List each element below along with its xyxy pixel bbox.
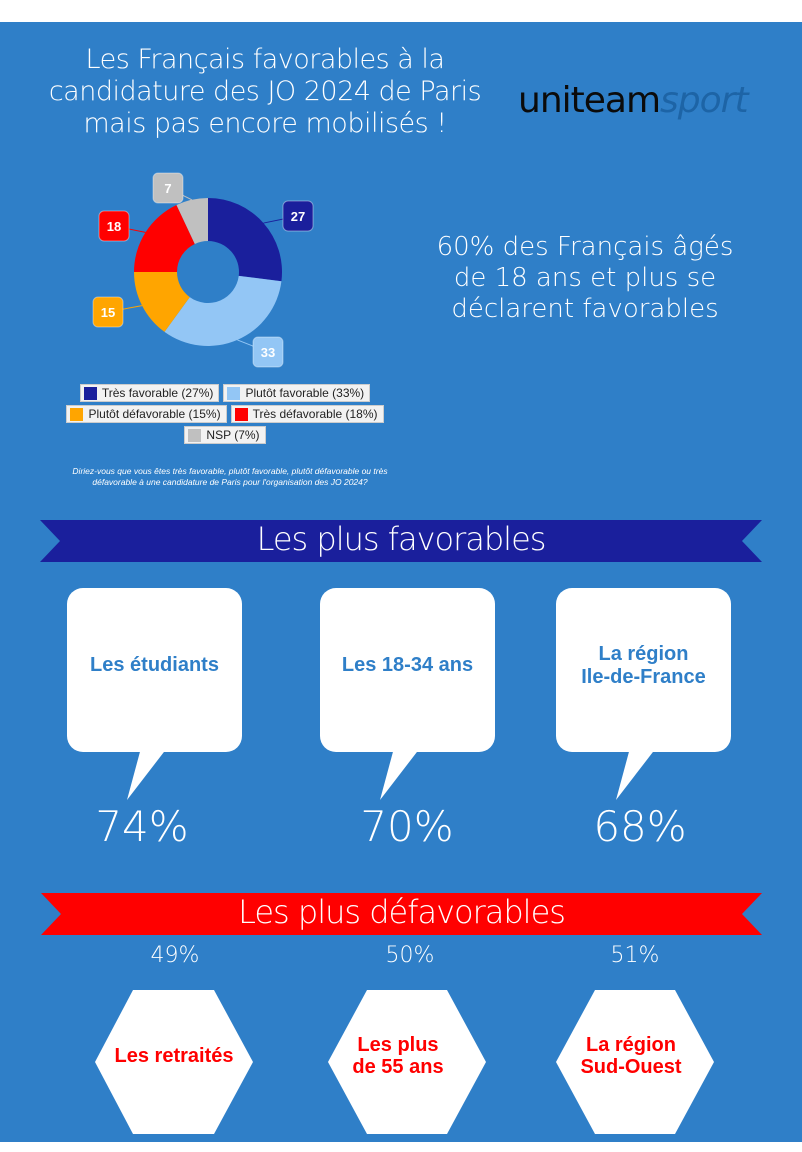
bubble-label: Les 18-34 ans (341, 654, 474, 676)
legend-item: Plutôt défavorable (15%) (66, 405, 227, 423)
speech-bubble (320, 588, 495, 800)
chart-legend: Très favorable (27%) Plutôt favorable (3… (40, 384, 410, 447)
hexagon-label: La région Sud-Ouest (580, 1034, 682, 1078)
page-title: Les Français favorables à la candidature… (30, 44, 500, 140)
hexagon (328, 990, 486, 1134)
hexagon-label: Les plus de 55 ans (352, 1034, 444, 1078)
legend-label: NSP (7%) (206, 428, 260, 442)
legend-label: Plutôt défavorable (15%) (88, 407, 221, 421)
hexagon (95, 990, 253, 1134)
hexagons (95, 990, 714, 1134)
legend-swatch (70, 407, 84, 421)
ribbon-shape (40, 520, 762, 562)
title-line: mais pas encore mobilisés ! (83, 108, 447, 139)
title-line: Les Français favorables à la (85, 44, 445, 75)
speech-bubble (556, 588, 731, 800)
donut-slice (176, 198, 208, 244)
donut-slice (164, 275, 282, 346)
legend-item: Plutôt favorable (33%) (223, 384, 371, 402)
percentage-value: 68% (593, 802, 687, 851)
logo-part: uniteam (518, 80, 661, 121)
question-line: Diriez-vous que vous êtes très favorable… (72, 466, 388, 476)
legend-item: Très favorable (27%) (79, 384, 220, 402)
legend-swatch (83, 386, 97, 400)
defavorables-banner: Les plus défavorables (41, 893, 762, 935)
legend-item: NSP (7%) (184, 426, 266, 444)
ribbon-shape (41, 893, 762, 935)
legend-label: Très défavorable (18%) (252, 407, 378, 421)
uniteamsport-logo: uniteamsport (518, 80, 749, 121)
data-label: 15 (92, 296, 124, 328)
headline-line: de 18 ans et plus se (453, 263, 717, 293)
legend-item: Très défavorable (18%) (230, 405, 384, 423)
banner-title: Les plus défavorables (238, 893, 566, 931)
headline: 60% des Français âgés de 18 ans et plus … (420, 232, 750, 325)
logo-part: sport (660, 80, 749, 121)
data-label-text: 18 (107, 219, 121, 234)
percentage-value: 49% (150, 943, 200, 968)
bubble-label: Les étudiants (90, 654, 219, 676)
data-label-text: 27 (291, 209, 305, 224)
donut-chart: 27 33 15 18 7 (92, 172, 314, 368)
donut-slice (134, 272, 190, 332)
donut-slice (208, 198, 282, 282)
data-label-text: 7 (164, 181, 171, 196)
data-label: 18 (98, 210, 130, 242)
legend-label: Très favorable (27%) (101, 386, 214, 400)
legend-swatch (188, 428, 202, 442)
data-label: 7 (152, 172, 184, 204)
headline-line: déclarent favorables (451, 294, 719, 324)
banner-title: Les plus favorables (256, 520, 547, 558)
data-label-text: 33 (261, 345, 275, 360)
data-label: 27 (282, 200, 314, 232)
donut-slice (134, 205, 195, 272)
headline-line: 60% des Français âgés (436, 232, 734, 262)
bubble-label: La région Ile-de-France (581, 643, 706, 688)
hexagon-label: Les retraités (114, 1045, 234, 1067)
percentage-value: 70% (360, 802, 454, 851)
legend-swatch (234, 407, 248, 421)
legend-swatch (227, 386, 241, 400)
infographic-background (0, 22, 802, 1142)
data-label: 33 (252, 336, 284, 368)
title-line: candidature des JO 2024 de Paris (48, 76, 482, 107)
favorables-banner: Les plus favorables (40, 520, 762, 562)
survey-question: Diriez-vous que vous êtes très favorable… (20, 466, 440, 488)
hexagon (556, 990, 714, 1134)
percentage-value: 51% (610, 943, 660, 968)
data-label-text: 15 (101, 305, 115, 320)
percentage-value: 50% (385, 943, 435, 968)
speech-bubble (67, 588, 242, 800)
percentage-value: 74% (95, 802, 189, 851)
speech-bubbles (67, 588, 731, 800)
legend-label: Plutôt favorable (33%) (245, 386, 365, 400)
question-line: défavorable à une candidature de Paris p… (92, 477, 368, 487)
